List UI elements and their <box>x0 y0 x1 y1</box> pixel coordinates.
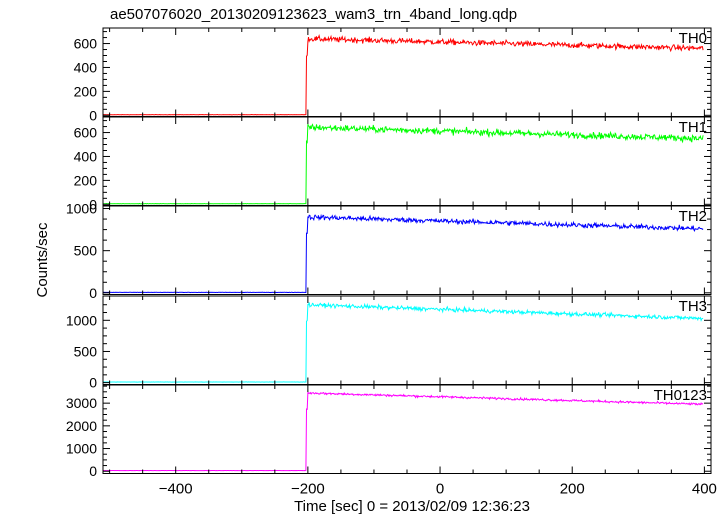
panel-th0123: 0 1000 2000 3000 TH0123 <box>66 384 712 479</box>
y-tick-label: 400 <box>74 148 98 164</box>
x-tick-label: 400 <box>692 481 717 498</box>
series-label-th0123: TH0123 <box>654 387 707 404</box>
panel-th0: 0 200 400 600 TH0 <box>74 27 712 123</box>
panel-th1: 0 200 400 600 TH1 <box>74 116 712 212</box>
y-axis-label: Counts/sec <box>34 222 51 298</box>
y-tick-label: 0 <box>89 196 97 212</box>
y-tick-label: 3000 <box>66 395 97 411</box>
chart-panels: 0 200 400 600 TH0 0 200 400 600 TH1 0 500 1000 TH2 0 50… <box>66 27 717 498</box>
series-line-th3 <box>103 301 704 383</box>
series-label-th0: TH0 <box>679 30 707 47</box>
x-tick-label: 0 <box>436 481 444 498</box>
y-tick-label: 600 <box>74 36 98 52</box>
y-tick-label: 500 <box>74 243 98 259</box>
x-tick-label: −200 <box>291 481 325 498</box>
y-tick-label: 0 <box>89 375 97 391</box>
y-tick-label: 1000 <box>66 312 97 328</box>
series-line-th2 <box>102 213 704 294</box>
x-axis-label: Time [sec] 0 = 2013/02/09 12:36:23 <box>294 498 530 515</box>
y-tick-label: 200 <box>74 172 98 188</box>
x-tick-label: 200 <box>560 481 585 498</box>
y-tick-label: 200 <box>74 83 98 99</box>
y-tick-label: 1000 <box>66 441 97 457</box>
y-tick-label: 2000 <box>66 418 97 434</box>
series-label-th3: TH3 <box>679 298 707 315</box>
series-line-th0123 <box>102 391 704 472</box>
panel-th2: 0 500 1000 TH2 <box>66 201 712 301</box>
y-tick-label: 600 <box>74 125 98 141</box>
panel-th3: 0 500 1000 TH3 <box>66 295 712 391</box>
y-tick-label: 500 <box>74 343 98 359</box>
series-line-th1 <box>102 123 704 205</box>
panel-frame <box>102 27 712 117</box>
y-tick-label: 400 <box>74 59 98 75</box>
series-label-th2: TH2 <box>679 208 707 225</box>
chart-title: ae507076020_20130209123623_wam3_trn_4ban… <box>110 6 517 23</box>
panel-frame <box>102 384 712 474</box>
x-tick-label: −400 <box>159 481 193 498</box>
series-label-th1: TH1 <box>679 119 707 136</box>
series-line-th0 <box>103 34 704 116</box>
y-tick-label: 0 <box>89 285 97 301</box>
y-tick-label: 0 <box>89 463 97 479</box>
panel-frame <box>102 295 712 385</box>
y-tick-label: 1000 <box>66 201 97 217</box>
y-tick-label: 0 <box>89 107 97 123</box>
